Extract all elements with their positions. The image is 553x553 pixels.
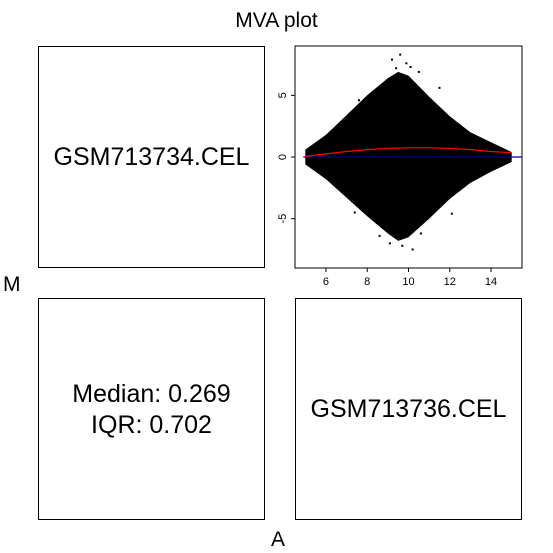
mva-scatter-plot: 6 8 10 12 14 -5 0 5: [277, 45, 523, 288]
stats-panel: Median: 0.269 IQR: 0.702: [38, 298, 265, 520]
median-text: Median: 0.269: [72, 380, 231, 408]
y-tick-label-2: 5: [277, 92, 289, 98]
outlier-point-5: [401, 244, 404, 247]
sample-label-panel-1: GSM713734.CEL: [38, 46, 265, 268]
y-tick-label-1: 0: [277, 154, 289, 160]
stats-text: Median: 0.269 IQR: 0.702: [39, 379, 264, 441]
x-tick-label-1: 8: [364, 276, 370, 288]
outlier-point-2: [405, 62, 408, 65]
x-tick-label-0: 6: [323, 276, 329, 288]
outlier-point-0: [391, 58, 393, 61]
iqr-text: IQR: 0.702: [91, 411, 212, 439]
x-tick-label-4: 14: [485, 276, 497, 288]
outlier-point-3: [409, 66, 412, 68]
sample-label-panel-2: GSM713736.CEL: [295, 298, 522, 520]
outlier-point-8: [378, 234, 381, 237]
outlier-point-4: [395, 67, 398, 70]
loess-curve: [305, 147, 512, 157]
outlier-point-6: [411, 248, 414, 251]
plot-title: MVA plot: [235, 9, 318, 32]
x-axis-title: A: [271, 528, 286, 551]
outlier-point-12: [358, 99, 360, 102]
outlier-point-7: [388, 242, 391, 245]
x-tick-label-2: 10: [402, 276, 414, 288]
outlier-point-9: [419, 232, 422, 235]
outlier-point-14: [417, 70, 420, 73]
y-axis-title: M: [3, 273, 21, 296]
x-tick-label-3: 12: [444, 276, 456, 288]
sample-2-name: GSM713736.CEL: [310, 394, 507, 423]
outlier-point-11: [450, 212, 453, 215]
y-tick-label-0: -5: [277, 214, 289, 224]
point-cloud: [305, 71, 512, 241]
outlier-point-1: [399, 53, 402, 56]
outlier-point-13: [353, 211, 356, 214]
outlier-point-10: [438, 86, 441, 89]
sample-1-name: GSM713734.CEL: [53, 142, 250, 171]
